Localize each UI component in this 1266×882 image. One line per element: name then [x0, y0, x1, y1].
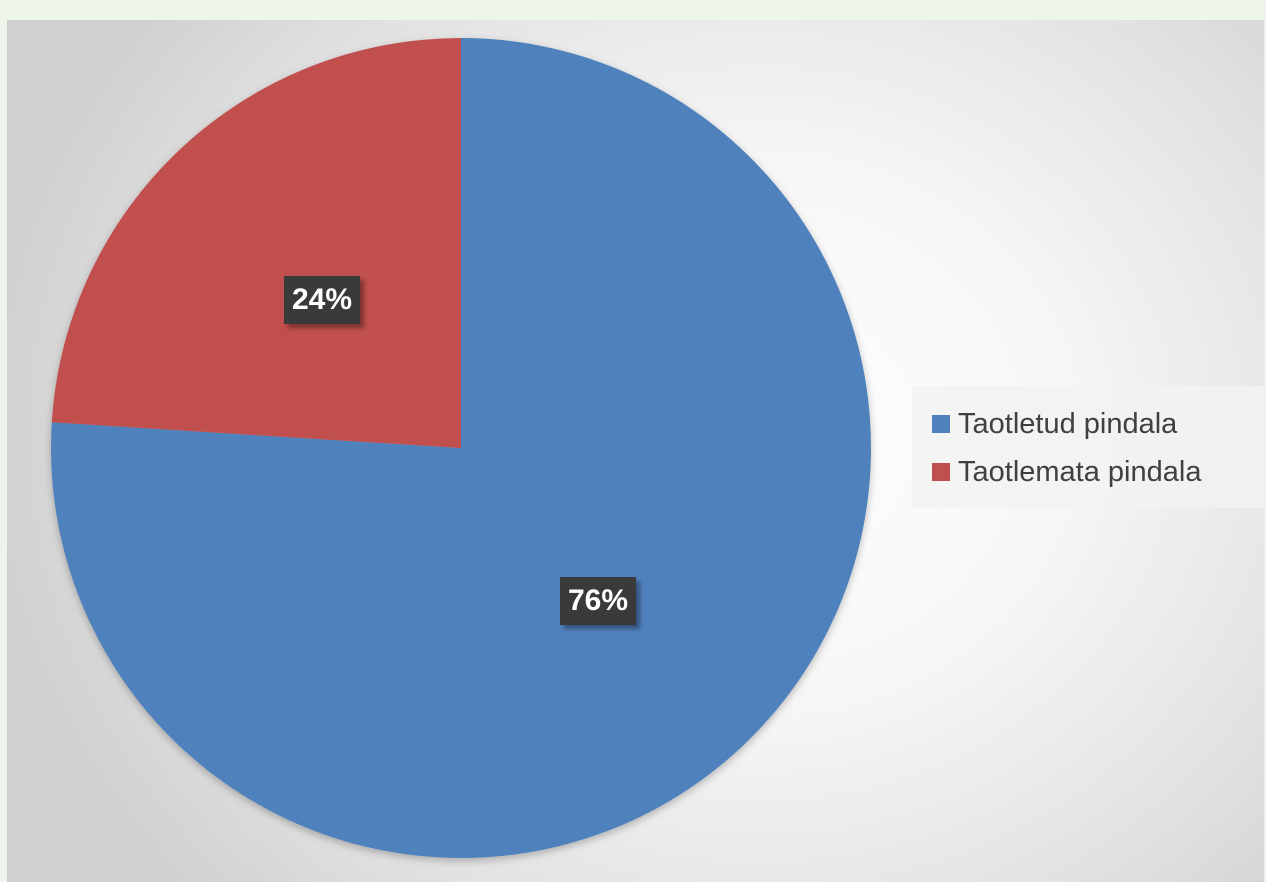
data-label-taotlemata: 24%	[283, 276, 361, 324]
legend-item-taotletud: Taotletud pindala	[932, 400, 1264, 448]
pie-chart	[51, 38, 872, 858]
legend-swatch-red	[932, 463, 950, 481]
data-label-taotletud: 76%	[559, 577, 637, 625]
legend-swatch-blue	[932, 415, 950, 433]
legend-label-taotletud: Taotletud pindala	[958, 407, 1178, 440]
legend-item-taotlemata: Taotlemata pindala	[932, 448, 1264, 496]
legend: Taotletud pindala Taotlemata pindala	[912, 386, 1264, 508]
pie-slice-taotlemata	[51, 38, 461, 448]
legend-label-taotlemata: Taotlemata pindala	[958, 455, 1202, 488]
chart-area: 76% 24% Taotletud pindala Taotlemata pin…	[7, 20, 1264, 882]
